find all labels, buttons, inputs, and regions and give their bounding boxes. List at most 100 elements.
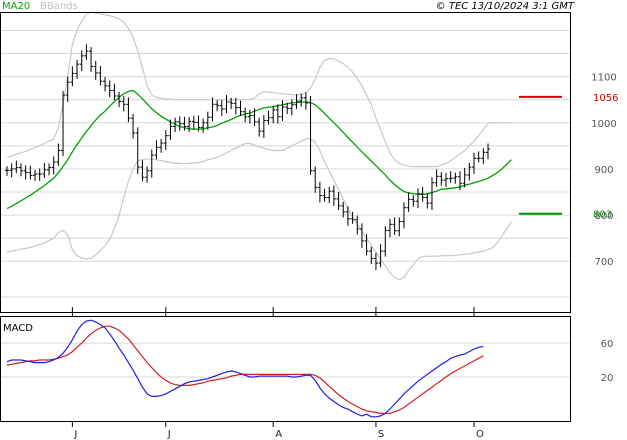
price-bar	[19, 163, 24, 177]
price-bar	[415, 188, 420, 209]
price-bar	[219, 100, 224, 116]
price-bar	[392, 217, 397, 235]
price-bar	[89, 47, 94, 72]
price-bar	[425, 193, 430, 209]
price-bar	[121, 96, 126, 112]
macd-title: MACD	[3, 323, 33, 334]
price-bar	[149, 149, 154, 178]
legend-bbands: BBands	[40, 1, 78, 12]
price-bar	[359, 223, 364, 248]
price-bar	[168, 119, 173, 140]
price-bar	[47, 163, 52, 176]
price-bar	[215, 100, 220, 112]
copyright-timestamp: © TEC 13/10/2024 3:1 GMT	[436, 1, 575, 12]
price-bar	[317, 181, 322, 203]
price-bar	[294, 94, 299, 109]
x-tick-label: J	[73, 429, 77, 440]
price-bar	[406, 192, 411, 212]
price-bar	[369, 246, 374, 264]
price-bar	[336, 192, 341, 210]
price-bar	[9, 163, 14, 178]
price-bars	[5, 44, 491, 270]
price-bar	[387, 218, 392, 238]
price-bar	[247, 109, 252, 124]
price-bar	[61, 90, 66, 156]
price-bar	[486, 143, 491, 160]
price-bar	[51, 156, 56, 175]
price-bar	[70, 66, 75, 87]
price-bar	[103, 77, 108, 92]
price-bar	[355, 215, 360, 235]
price-bar	[275, 104, 280, 124]
price-bar	[308, 96, 313, 175]
price-bar	[14, 160, 19, 174]
price-bar	[448, 171, 453, 183]
price-bar	[364, 234, 369, 256]
price-bar	[434, 169, 439, 187]
price-bar	[378, 244, 383, 268]
macd-tick-label: 60	[601, 339, 614, 350]
price-bar	[345, 206, 350, 226]
price-bar	[397, 217, 402, 237]
price-bar	[453, 172, 458, 184]
ma20-line	[6, 89, 512, 210]
macd-grid	[0, 342, 570, 378]
price-bar	[331, 185, 336, 206]
price-bar	[271, 105, 276, 124]
price-bar	[462, 168, 467, 188]
price-bar	[401, 202, 406, 229]
bband-upper-line	[6, 11, 512, 168]
price-bar	[23, 165, 28, 180]
y-tick-label: 1000	[591, 119, 616, 130]
price-bar	[28, 165, 33, 180]
price-bar	[472, 152, 476, 174]
level-label: 1056	[593, 93, 618, 104]
macd-line	[6, 319, 484, 418]
price-bar	[56, 143, 61, 167]
price-frame	[0, 12, 571, 313]
price-bar	[75, 60, 80, 79]
x-tick-label: O	[476, 429, 484, 440]
price-bar	[257, 117, 262, 137]
price-bar	[481, 148, 486, 164]
price-bar	[238, 100, 243, 116]
price-bar	[224, 95, 229, 114]
price-bar	[299, 93, 304, 107]
y-tick-label: 700	[594, 257, 613, 268]
price-bar	[457, 171, 462, 191]
price-bar	[163, 130, 168, 150]
price-bar	[252, 108, 257, 126]
price-bar	[313, 166, 318, 193]
y-tick-label: 800	[594, 211, 613, 222]
price-bar	[135, 127, 140, 174]
price-bar	[33, 169, 38, 181]
price-panel: 1056 803 700 800 900 1000 1100	[0, 11, 618, 298]
price-bar	[303, 92, 308, 110]
price-bar	[341, 201, 346, 218]
y-tick-label: 900	[594, 165, 613, 176]
price-bar	[140, 160, 145, 182]
price-bar	[261, 114, 266, 138]
price-bar	[117, 91, 122, 108]
price-bar	[5, 166, 9, 176]
macd-lines	[6, 319, 484, 418]
price-bar	[65, 76, 70, 102]
y-tick-label: 1100	[591, 73, 616, 84]
price-bar	[159, 138, 164, 153]
price-bar	[37, 168, 42, 181]
price-bar	[383, 226, 388, 257]
price-bar	[350, 211, 355, 224]
price-bar	[439, 172, 444, 186]
price-bar	[177, 116, 182, 131]
price-bar	[327, 186, 332, 204]
price-bar	[182, 116, 187, 131]
price-bar	[196, 115, 201, 132]
price-bar	[285, 102, 290, 114]
price-bar	[84, 44, 89, 60]
price-axis: 700 800 900 1000 1100	[591, 73, 616, 269]
price-bar	[205, 111, 210, 130]
chart-frames	[0, 12, 571, 422]
